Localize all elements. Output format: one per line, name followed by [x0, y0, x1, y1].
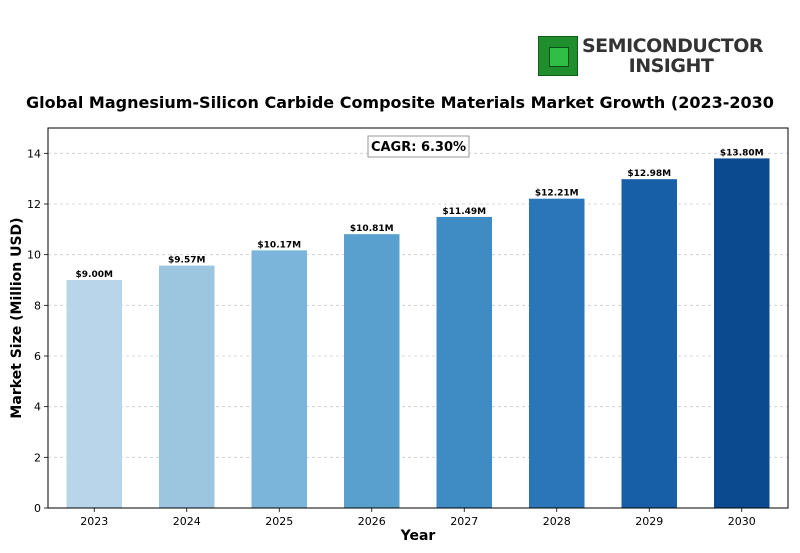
y-tick-label: 6	[34, 350, 41, 363]
chart-title: Global Magnesium-Silicon Carbide Composi…	[26, 93, 774, 112]
cagr-annotation: CAGR: 6.30%	[371, 140, 466, 155]
x-tick-label: 2029	[635, 515, 663, 528]
logo-text: SEMICONDUCTOR INSIGHT	[582, 35, 764, 77]
y-axis-label: Market Size (Million USD)	[9, 217, 25, 418]
cagr-box	[367, 135, 470, 158]
bar	[714, 158, 770, 508]
y-tick-label: 2	[34, 451, 41, 464]
x-tick-label: 2027	[450, 515, 478, 528]
data-label: $10.81M	[350, 224, 394, 234]
y-tick-label: 10	[27, 249, 41, 262]
x-tick-label: 2024	[173, 515, 201, 528]
logo-line2: INSIGHT	[628, 55, 714, 77]
data-label: $12.21M	[535, 189, 579, 199]
x-axis-label: Year	[400, 528, 436, 544]
y-tick-label: 4	[34, 401, 41, 414]
bar	[66, 280, 122, 508]
x-tick-label: 2030	[728, 515, 756, 528]
brand-logo: SEMICONDUCTOR INSIGHT	[538, 36, 768, 78]
chip-icon	[538, 36, 578, 76]
bar	[436, 216, 492, 509]
bar	[621, 179, 677, 508]
data-label: $13.80M	[720, 148, 764, 158]
y-tick-label: 14	[27, 147, 41, 160]
bar	[159, 265, 215, 508]
y-tick-label: 8	[34, 299, 41, 312]
y-tick-label: 0	[34, 502, 41, 515]
data-label: $11.49M	[442, 207, 486, 217]
plot-frame	[47, 127, 789, 509]
data-label: $9.57M	[168, 256, 205, 266]
data-label: $9.00M	[76, 270, 113, 280]
bar	[344, 234, 400, 508]
logo-line1: SEMICONDUCTOR	[582, 35, 764, 57]
x-tick-label: 2028	[543, 515, 571, 528]
bar	[529, 198, 585, 508]
x-tick-label: 2025	[265, 515, 293, 528]
x-tick-label: 2023	[80, 515, 108, 528]
x-tick-label: 2026	[358, 515, 386, 528]
bar	[251, 250, 307, 509]
data-label: $10.17M	[257, 240, 301, 250]
y-tick-label: 12	[27, 198, 41, 211]
data-label: $12.98M	[627, 169, 671, 179]
